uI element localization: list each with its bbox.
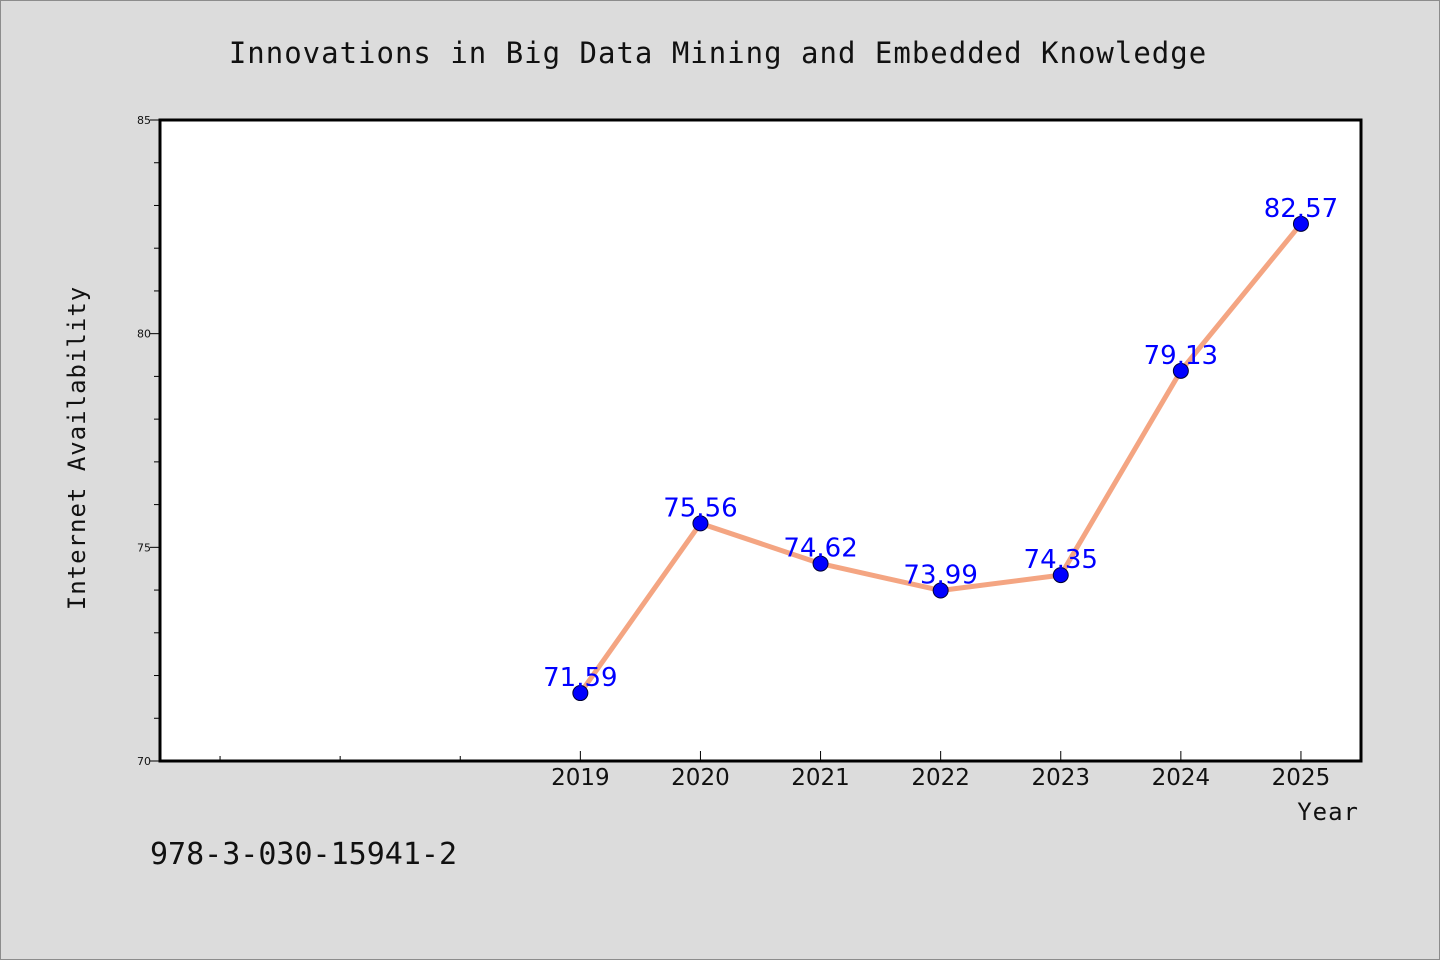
isbn-text: 978-3-030-15941-2 bbox=[150, 837, 457, 872]
data-label: 82.57 bbox=[1264, 194, 1338, 224]
data-label-layer: 71.59 75.56 74.62 73.99 74.35 79.13 82.57 bbox=[543, 194, 1338, 693]
data-point bbox=[692, 515, 709, 532]
data-point bbox=[1052, 567, 1069, 584]
data-label: 75.56 bbox=[663, 493, 737, 523]
y-axis-label: Internet Availability bbox=[63, 286, 91, 610]
data-label: 74.62 bbox=[783, 534, 857, 564]
y-tick-label: 80 bbox=[137, 328, 151, 341]
data-label: 73.99 bbox=[903, 560, 977, 590]
data-label: 74.35 bbox=[1024, 545, 1098, 575]
data-point bbox=[572, 685, 589, 702]
y-tick-label: 85 bbox=[137, 114, 151, 127]
y-tick-label: 75 bbox=[137, 541, 151, 554]
x-tick-label: 2025 bbox=[1272, 765, 1331, 791]
x-tick-label: 2023 bbox=[1031, 765, 1090, 791]
data-label: 71.59 bbox=[543, 663, 617, 693]
y-axis: 70 75 80 85 bbox=[137, 114, 160, 768]
series-layer bbox=[572, 215, 1309, 702]
chart-title: Innovations in Big Data Mining and Embed… bbox=[229, 36, 1207, 70]
data-label: 79.13 bbox=[1144, 341, 1218, 371]
plot-area bbox=[158, 118, 1363, 763]
x-tick-label: 2020 bbox=[671, 765, 730, 791]
x-tick-label: 2021 bbox=[791, 765, 850, 791]
y-tick-label: 70 bbox=[137, 755, 151, 768]
x-tick-label: 2024 bbox=[1152, 765, 1211, 791]
x-axis-label: Year bbox=[1297, 798, 1359, 826]
data-point bbox=[1172, 362, 1189, 379]
data-point bbox=[812, 555, 829, 572]
x-axis: 2019 2020 2021 2022 2023 2024 2025 bbox=[219, 751, 1331, 791]
data-point bbox=[1292, 215, 1309, 232]
x-tick-label: 2022 bbox=[911, 765, 970, 791]
data-point bbox=[932, 582, 949, 599]
x-tick-label: 2019 bbox=[551, 765, 610, 791]
